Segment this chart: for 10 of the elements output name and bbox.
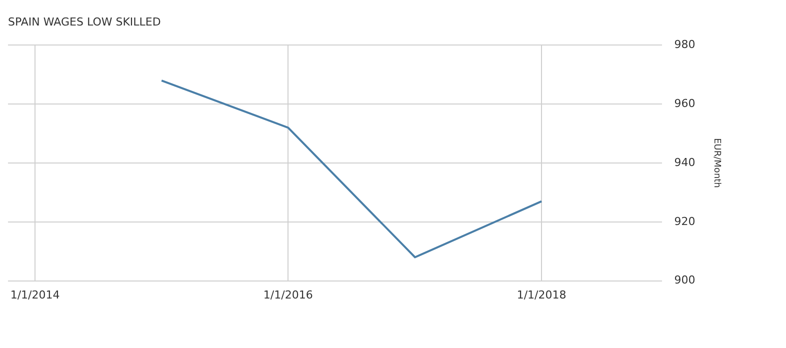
- y-tick-label: 960: [674, 96, 696, 110]
- y-tick-label: 980: [674, 38, 696, 52]
- y-tick-label: 920: [674, 214, 696, 228]
- x-tick-label: 1/1/2018: [516, 288, 566, 302]
- x-tick-label: 1/1/2016: [263, 288, 313, 302]
- chart-title: SPAIN WAGES LOW SKILLED: [8, 15, 161, 28]
- y-tick-label: 900: [674, 274, 696, 287]
- y-tick-label: 940: [674, 156, 696, 169]
- x-tick-label: 1/1/2014: [10, 288, 60, 302]
- y-axis-title: EUR/Month: [711, 138, 722, 188]
